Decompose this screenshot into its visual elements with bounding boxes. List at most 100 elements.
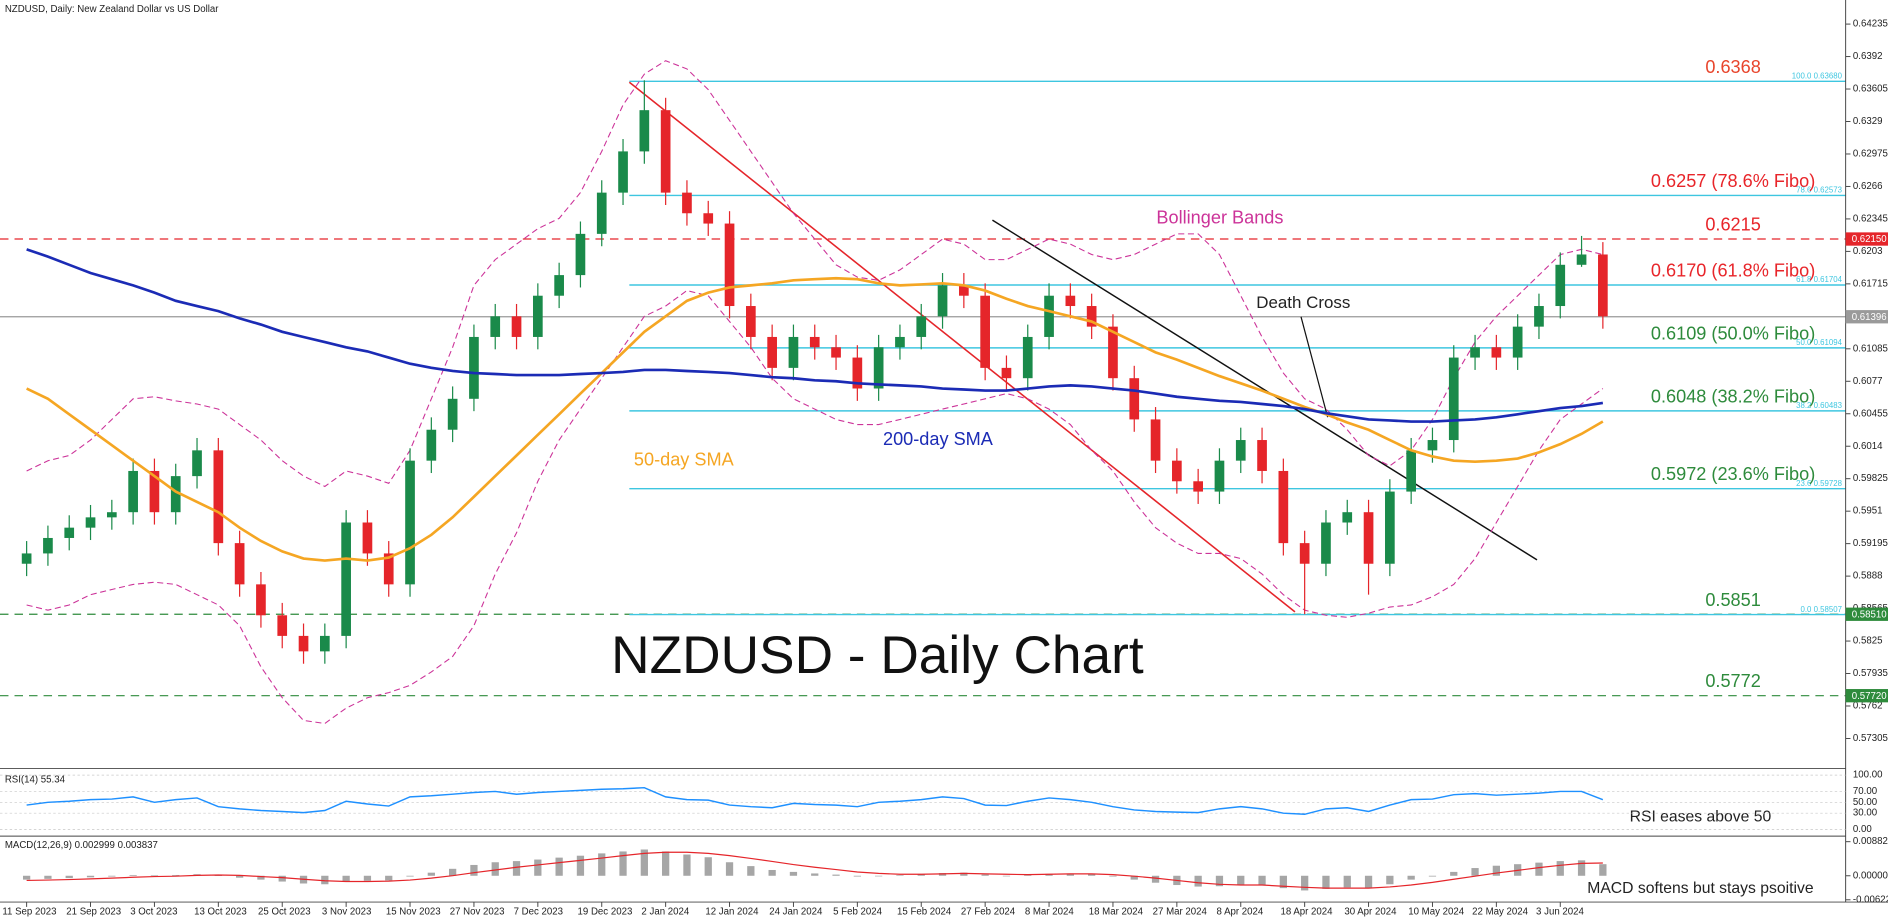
y-tick-label: 0.57305 <box>1853 733 1888 744</box>
y-tick-label: 0.6014 <box>1853 441 1883 452</box>
macd-bar <box>875 875 883 877</box>
candle-body <box>341 522 351 636</box>
candle-body <box>1321 522 1331 564</box>
macd-label: MACD(12,26,9) 0.002999 0.003837 <box>5 840 158 851</box>
macd-bar <box>86 875 95 878</box>
bollinger-label: Bollinger Bands <box>1156 208 1283 228</box>
candle-body <box>405 460 415 585</box>
candle-body <box>618 151 628 193</box>
trend-line <box>992 219 1538 561</box>
candle-body <box>469 336 479 399</box>
macd-bar <box>108 875 116 877</box>
candle-body <box>724 223 735 307</box>
candle-body <box>1342 512 1353 523</box>
candle-body <box>852 357 863 389</box>
macd-bar <box>768 869 776 876</box>
macd-bar <box>1428 875 1437 877</box>
rsi-note: RSI eases above 50 <box>1630 809 1772 826</box>
y-tick-label: 0.60455 <box>1853 408 1888 419</box>
candle-body <box>256 584 266 616</box>
candle-body <box>85 517 96 528</box>
fib-tag: 50.0 0.61094 <box>1796 338 1843 347</box>
candle-body <box>43 537 53 554</box>
fib-tag: 23.6 0.59728 <box>1796 479 1843 488</box>
macd-bar <box>640 849 648 876</box>
macd-bar <box>491 862 499 876</box>
x-tick-label: 22 May 2024 <box>1472 906 1528 917</box>
x-tick-label: 15 Nov 2023 <box>386 906 441 917</box>
candle-body <box>959 285 969 296</box>
candle-body <box>660 110 671 193</box>
candle-body <box>426 429 437 461</box>
candle-body <box>895 336 905 348</box>
fib-tag: 0.0 0.58507 <box>1800 605 1842 614</box>
downtrend-channel-line <box>628 81 1296 613</box>
candle-body <box>1512 326 1523 358</box>
x-tick-label: 12 Jan 2024 <box>705 906 759 917</box>
candle-body <box>1427 440 1438 451</box>
macd-bar <box>1237 875 1245 886</box>
y-tick-label: 0.5951 <box>1853 506 1883 517</box>
price-tag-label: 0.57720 <box>1852 691 1887 702</box>
macd-bar <box>427 872 435 876</box>
macd-bar <box>598 853 606 876</box>
candle-body <box>1555 264 1566 307</box>
macd-bar <box>150 875 159 876</box>
price-tag-box <box>1845 607 1888 621</box>
macd-bar <box>22 875 31 880</box>
candle-body <box>383 553 394 585</box>
candle-body <box>1534 306 1544 327</box>
candle-body <box>1385 491 1395 564</box>
x-tick-label: 27 Mar 2024 <box>1153 906 1208 917</box>
macd-bar <box>512 861 521 876</box>
macd-bar <box>1364 875 1373 889</box>
macd-bar <box>44 875 52 879</box>
candle-body <box>234 543 245 585</box>
macd-bar <box>65 875 73 879</box>
macd-bar <box>363 875 372 881</box>
x-tick-label: 7 Dec 2023 <box>514 906 563 917</box>
candle-body <box>64 527 75 538</box>
candle-body <box>511 316 522 337</box>
candle-body <box>490 316 501 337</box>
candle-body <box>213 450 224 544</box>
macd-bar <box>214 875 222 876</box>
level-label: 0.5972 (23.6% Fibo) <box>1651 464 1815 484</box>
candle-body <box>1150 419 1161 461</box>
candle-body <box>277 615 288 636</box>
x-tick-label: 11 Sep 2023 <box>2 906 56 917</box>
rsi-tick-label: 30.00 <box>1853 808 1877 819</box>
level-label: 0.6368 <box>1705 57 1760 77</box>
macd-bar <box>1450 871 1458 876</box>
x-tick-label: 30 Apr 2024 <box>1344 906 1397 917</box>
x-tick-label: 10 May 2024 <box>1408 906 1464 917</box>
macd-bar <box>1556 861 1564 876</box>
candle-body <box>21 553 32 564</box>
candle-body <box>1108 326 1118 379</box>
candle-body <box>106 512 117 518</box>
macd-bar <box>619 851 627 876</box>
macd-signal <box>26 851 1603 889</box>
x-tick-label: 18 Mar 2024 <box>1089 906 1144 917</box>
rsi-tick-label: 70.00 <box>1853 786 1877 797</box>
level-label: 0.6048 (38.2% Fibo) <box>1651 386 1815 406</box>
candle-body <box>1470 347 1480 358</box>
macd-bar <box>1130 875 1138 880</box>
macd-bar <box>470 864 478 876</box>
candle-body <box>682 192 692 214</box>
macd-bar <box>129 874 137 876</box>
candle-body <box>319 635 330 652</box>
x-tick-label: 27 Nov 2023 <box>450 906 505 917</box>
macd-bar <box>385 875 393 881</box>
macd-bar <box>1343 875 1351 888</box>
y-tick-label: 0.5888 <box>1853 571 1883 582</box>
candle-body <box>1406 450 1416 492</box>
price-tag-label: 0.62150 <box>1852 234 1887 245</box>
x-tick-label: 8 Apr 2024 <box>1217 906 1264 917</box>
macd-bar <box>576 855 585 876</box>
macd-bar <box>1109 875 1117 877</box>
x-tick-label: 3 Nov 2023 <box>322 906 371 917</box>
candle-body <box>1193 481 1203 492</box>
